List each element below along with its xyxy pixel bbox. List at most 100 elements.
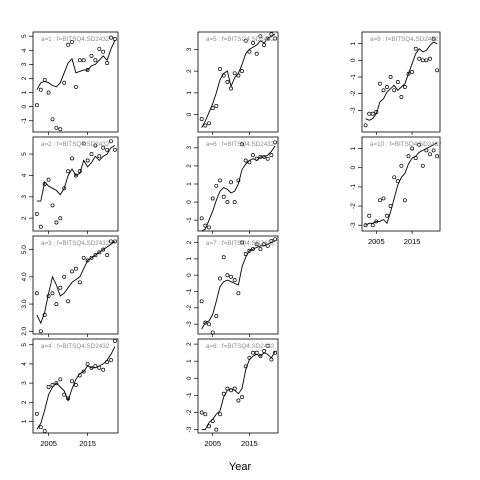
y-tick-label: -1 bbox=[350, 74, 357, 80]
observation-point bbox=[399, 95, 404, 99]
y-tick-label: 4 bbox=[21, 362, 28, 366]
observation-point bbox=[431, 148, 436, 153]
observation-point bbox=[54, 220, 59, 225]
panel-label: a=5 : f=BITSQ4.SD2432 bbox=[206, 36, 275, 43]
observation-point bbox=[89, 255, 94, 260]
observation-point bbox=[214, 103, 219, 108]
observation-point bbox=[240, 240, 244, 245]
y-tick-label: 5.0 bbox=[21, 245, 28, 254]
observation-point bbox=[262, 242, 267, 247]
observation-point bbox=[262, 349, 267, 353]
observation-point bbox=[273, 350, 278, 355]
observation-point bbox=[105, 253, 110, 258]
observation-point bbox=[424, 148, 429, 153]
y-tick-label: 4.0 bbox=[21, 272, 28, 281]
observation-point bbox=[89, 53, 94, 58]
observation-point bbox=[93, 143, 98, 148]
observation-point bbox=[42, 429, 47, 434]
observation-point bbox=[374, 219, 379, 224]
observation-point bbox=[203, 223, 208, 228]
observation-point bbox=[101, 247, 106, 252]
panel-frame bbox=[361, 136, 441, 232]
panel-frame bbox=[197, 31, 279, 133]
observation-point bbox=[58, 127, 63, 132]
observation-point bbox=[50, 291, 55, 296]
observation-point bbox=[367, 111, 372, 116]
panel-label: a=8 : f=BITSQ4.SD2432 bbox=[206, 343, 275, 350]
observation-point bbox=[70, 39, 74, 44]
y-tick-label: 2 bbox=[21, 76, 28, 80]
observation-point bbox=[89, 365, 94, 370]
y-tick-label: -1 bbox=[350, 184, 357, 190]
panel-label: a=6 : f=BITSQ4.SD2432 bbox=[206, 141, 275, 148]
panel-7: -3 -2 -1 0 1 2 a=7 : f=BITSQ4.SD2432 bbox=[186, 235, 279, 337]
observation-point bbox=[269, 153, 274, 158]
observation-point bbox=[207, 424, 211, 429]
observation-point bbox=[381, 196, 386, 201]
observation-point bbox=[424, 58, 429, 63]
y-tick-label: -3 bbox=[350, 107, 357, 113]
y-tick-label: -3 bbox=[186, 321, 193, 327]
observation-point bbox=[221, 391, 226, 396]
observation-point bbox=[85, 158, 90, 163]
observation-point bbox=[254, 51, 259, 56]
observation-point bbox=[214, 183, 219, 188]
observation-point bbox=[203, 123, 208, 128]
observation-point bbox=[232, 386, 237, 391]
observation-point bbox=[50, 203, 55, 208]
observation-point bbox=[243, 158, 248, 163]
observation-point bbox=[73, 173, 78, 178]
observation-point bbox=[254, 156, 259, 161]
observation-point bbox=[388, 204, 393, 209]
observation-point bbox=[243, 252, 248, 256]
observation-point bbox=[399, 163, 404, 168]
observation-point bbox=[417, 142, 422, 147]
panels-layer: -1 0 1 2 3 4 5 a=1 : f=BITSQ4.SD2432 2 3 4 5 a=2 : f… bbox=[21, 31, 442, 448]
observation-point bbox=[73, 383, 78, 387]
panel-8: -3 -2 -1 0 1 2 2005 2015 a=8 : f=BITSQ4.SD2432 bbox=[186, 338, 279, 448]
observation-point bbox=[112, 147, 117, 152]
x-tick-label: 2005 bbox=[204, 439, 221, 448]
observation-point bbox=[392, 88, 397, 93]
observation-point bbox=[81, 141, 86, 146]
observation-point bbox=[203, 412, 208, 417]
observation-point bbox=[402, 85, 407, 89]
observation-point bbox=[50, 383, 55, 387]
y-tick-label: 4 bbox=[21, 48, 28, 52]
y-tick-label: -1 bbox=[186, 288, 193, 294]
observation-point bbox=[236, 398, 241, 403]
fitted-line bbox=[201, 240, 276, 330]
observation-point bbox=[388, 75, 393, 79]
panel-3: 2.0 3.0 4.0 5.0 a=3 : f=BITSQ4.SD2432 bbox=[21, 235, 119, 337]
panel-frame bbox=[32, 235, 119, 335]
observation-point bbox=[34, 291, 39, 296]
observation-point bbox=[251, 153, 255, 158]
observation-point bbox=[258, 34, 263, 39]
fitted-line bbox=[365, 41, 438, 121]
panel-label: a=1 : f=BITSQ4.SD2432 bbox=[41, 36, 110, 43]
observation-point bbox=[218, 276, 222, 281]
observation-point bbox=[109, 139, 113, 144]
y-tick-label: 0 bbox=[21, 104, 28, 108]
x-tick-label: 2015 bbox=[241, 439, 258, 448]
observation-point bbox=[243, 364, 248, 369]
observation-point bbox=[73, 266, 78, 271]
observation-point bbox=[218, 67, 222, 71]
y-tick-label: 2.0 bbox=[21, 326, 28, 335]
y-tick-label: 4 bbox=[21, 173, 28, 177]
observation-point bbox=[62, 80, 67, 85]
observation-point bbox=[385, 213, 389, 218]
observation-point bbox=[70, 156, 74, 161]
observation-point bbox=[363, 123, 368, 128]
fitted-line bbox=[36, 40, 116, 90]
observation-point bbox=[410, 70, 415, 74]
y-tick-label: -2 bbox=[186, 305, 193, 311]
x-tick-label: 2005 bbox=[368, 237, 385, 246]
observation-point bbox=[265, 36, 270, 41]
observation-point bbox=[240, 69, 244, 74]
observation-point bbox=[207, 322, 211, 327]
observation-point bbox=[273, 36, 278, 41]
observation-point bbox=[221, 194, 226, 199]
observation-point bbox=[265, 343, 270, 348]
observation-point bbox=[199, 216, 204, 221]
